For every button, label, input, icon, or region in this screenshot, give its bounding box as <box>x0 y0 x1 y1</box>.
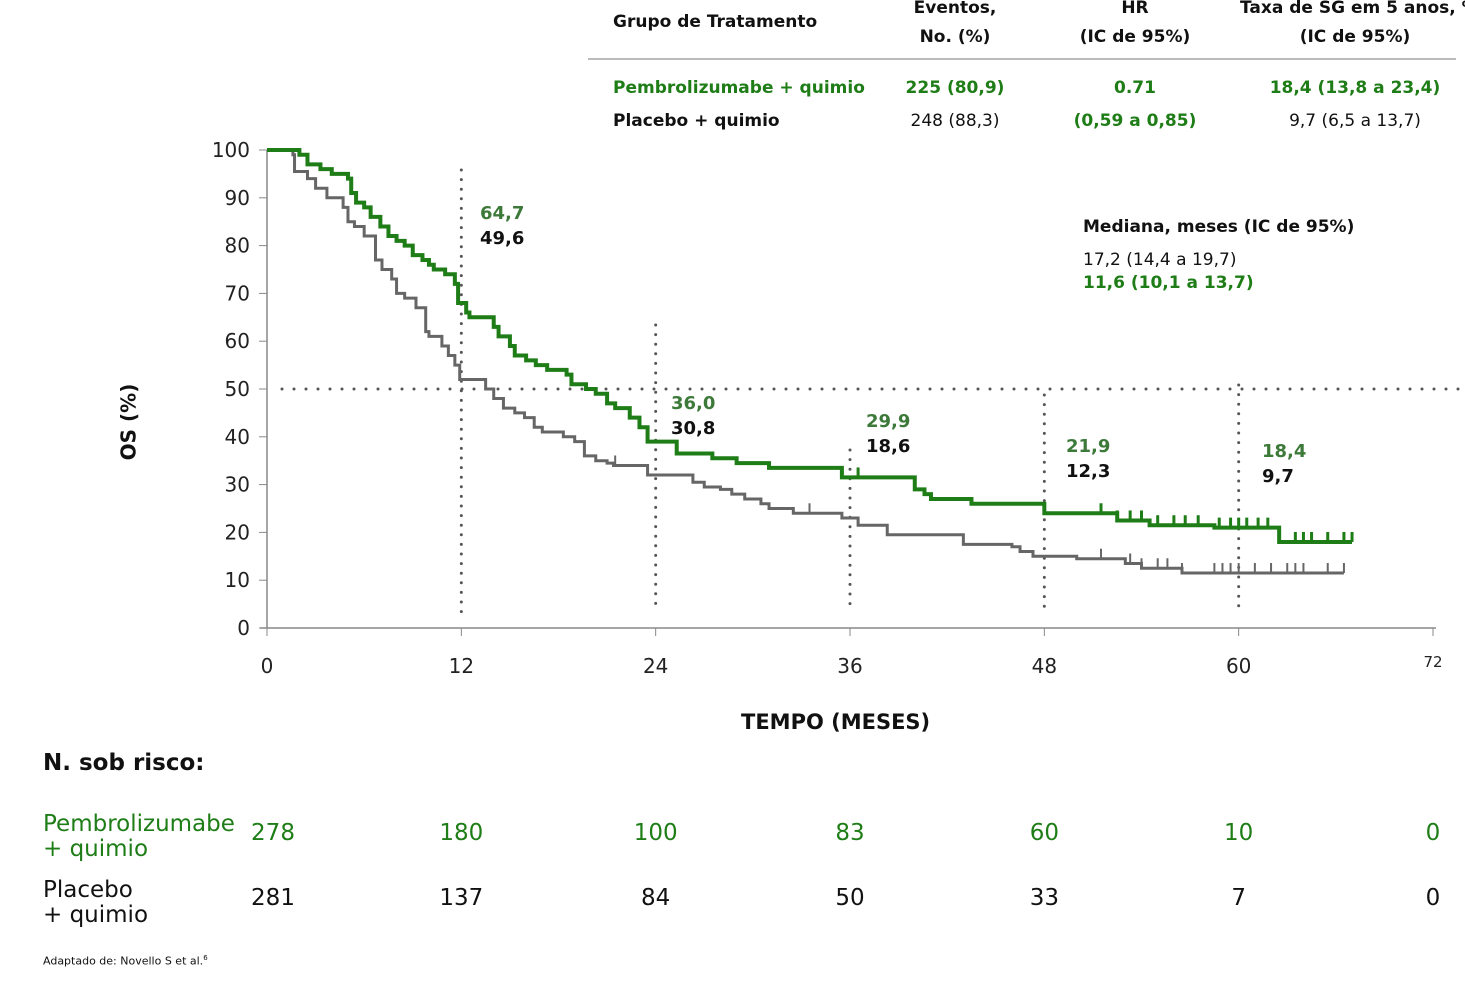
landmark-placebo-value: 49,6 <box>480 228 524 249</box>
km-curve-pembro <box>267 148 1353 544</box>
x-axis-label: TEMPO (MESES) <box>741 710 931 734</box>
row-hr-ci: (0,59 a 0,85) <box>1073 111 1197 131</box>
risk-label-placebo: Placebo + quimio <box>43 877 149 928</box>
row-pembro-group: Pembrolizumabe + quimio <box>613 78 865 98</box>
x-tick-label: 48 <box>1032 654 1057 678</box>
landmark-placebo-value: 18,6 <box>866 436 910 457</box>
risk-value: 50 <box>835 885 865 911</box>
risk-label-pembro: Pembrolizumabe + quimio <box>43 811 235 862</box>
x-tick-label: 0 <box>261 654 274 678</box>
risk-value: 83 <box>835 820 865 846</box>
row-placebo-group: Placebo + quimio <box>613 111 780 131</box>
risk-value: 137 <box>439 885 484 911</box>
row-placebo-events: 248 (88,3) <box>910 111 1000 131</box>
header-events: Eventos, No. (%) <box>913 0 997 47</box>
footnote: Adaptado de: Novello S et al.6 <box>43 954 208 968</box>
risk-value: 100 <box>633 820 678 846</box>
risk-value: 278 <box>251 820 295 846</box>
risk-value: 7 <box>1231 885 1246 911</box>
risk-value: 180 <box>439 820 484 846</box>
risk-value: 33 <box>1029 885 1059 911</box>
header-group: Grupo de Tratamento <box>613 12 818 32</box>
landmark-placebo-value: 12,3 <box>1066 461 1110 482</box>
landmark-pembro-value: 64,7 <box>480 203 524 224</box>
x-tick-label: 24 <box>643 654 668 678</box>
risk-value: 60 <box>1029 820 1059 846</box>
row-pembro-rate: 18,4 (13,8 a 23,4) <box>1269 78 1441 98</box>
y-axis-label: OS (%) <box>116 383 141 461</box>
row-placebo-rate: 9,7 (6,5 a 13,7) <box>1289 111 1421 131</box>
y-tick-label: 40 <box>225 425 250 449</box>
median-placebo: 17,2 (14,4 a 19,7) <box>1083 250 1237 270</box>
y-tick-label: 10 <box>225 568 250 592</box>
landmark-placebo-value: 9,7 <box>1262 466 1294 487</box>
landmark-pembro-value: 29,9 <box>866 411 910 432</box>
risk-value: 84 <box>641 885 671 911</box>
landmark-pembro-value: 18,4 <box>1262 441 1306 462</box>
landmark-placebo-value: 30,8 <box>671 418 715 439</box>
median-pembro: 11,6 (10,1 a 13,7) <box>1083 273 1254 293</box>
row-pembro-hr: 0.71 <box>1114 78 1156 98</box>
y-tick-label: 60 <box>225 329 250 353</box>
y-tick-label: 20 <box>225 520 250 544</box>
row-pembro-events: 225 (80,9) <box>905 78 1005 98</box>
risk-value: 0 <box>1425 885 1441 911</box>
header-hr: HR (IC de 95%) <box>1079 0 1191 47</box>
y-tick-label: 30 <box>225 473 250 497</box>
header-rate: Taxa de SG em 5 anos, % (IC de 95%) <box>1240 0 1465 47</box>
x-tick-label: 36 <box>837 654 862 678</box>
y-tick-label: 50 <box>225 377 250 401</box>
x-tick-label: 72 <box>1423 653 1442 671</box>
x-tick-label: 12 <box>449 654 474 678</box>
risk-value: 10 <box>1224 820 1254 846</box>
risk-value: 281 <box>251 885 295 911</box>
y-tick-label: 70 <box>225 281 250 305</box>
y-tick-label: 0 <box>237 616 250 640</box>
x-tick-label: 60 <box>1226 654 1251 678</box>
table-divider <box>588 58 1456 60</box>
risk-value: 0 <box>1425 820 1441 846</box>
y-tick-label: 100 <box>212 138 250 162</box>
km-chart: 0 10 20 30 40 50 60 70 80 90 100 0 12 24 36 48 60 72 64,7 4… <box>212 138 1462 678</box>
landmark-pembro-value: 36,0 <box>671 393 715 414</box>
y-tick-label: 90 <box>225 186 250 210</box>
landmark-pembro-value: 21,9 <box>1066 436 1110 457</box>
median-title: Mediana, meses (IC de 95%) <box>1083 217 1355 237</box>
km-curve-placebo <box>267 148 1344 575</box>
risk-title: N. sob risco: <box>43 750 205 776</box>
y-tick-label: 80 <box>225 234 250 258</box>
